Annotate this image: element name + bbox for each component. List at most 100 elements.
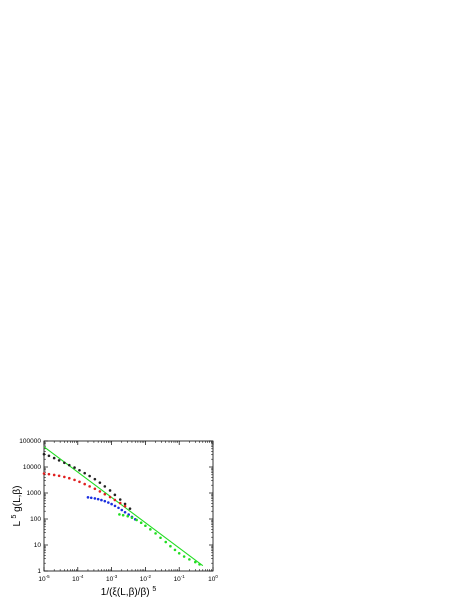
y-tick-label: 1	[37, 568, 41, 575]
data-point	[47, 472, 51, 476]
data-point	[52, 473, 56, 477]
x-tick-mantissa: 10	[72, 576, 80, 583]
plot-frame	[43, 440, 214, 572]
x-axis: 10-5 10-4 10-3 10-2 10-1 100	[38, 441, 218, 583]
y-axis-label-sup: 5	[11, 515, 18, 519]
plot-area-border	[43, 440, 214, 572]
x-axis-label-sup: 5	[152, 586, 156, 593]
x-tick-exponent: -4	[79, 574, 83, 579]
data-point	[98, 490, 102, 493]
x-axis-label-main: 1/(ξ(L,β)/β)	[101, 587, 150, 598]
data-point	[118, 498, 122, 501]
data-point	[83, 482, 86, 486]
data-point	[194, 560, 197, 564]
data-point	[177, 551, 181, 555]
x-tick-exponent: -3	[113, 574, 117, 579]
data-point	[63, 461, 66, 465]
data-point	[86, 496, 90, 499]
data-point	[120, 508, 124, 512]
x-tick-mantissa: 10	[38, 576, 46, 583]
data-point	[188, 558, 191, 561]
data-point	[67, 476, 71, 480]
data-point	[98, 481, 102, 484]
data-point	[144, 524, 147, 528]
x-tick-label: 10-1	[174, 574, 186, 583]
data-point	[103, 492, 107, 496]
series-0	[42, 452, 132, 510]
data-point	[78, 468, 81, 472]
data-point	[113, 498, 117, 502]
data-point	[73, 466, 76, 469]
data-point	[128, 507, 132, 510]
series-1	[42, 472, 127, 508]
data-point	[149, 528, 152, 531]
data-point	[108, 489, 112, 492]
data-point	[52, 456, 56, 460]
fit-line	[43, 446, 204, 567]
data-point	[139, 521, 143, 525]
data-point	[103, 485, 107, 488]
data-point	[63, 475, 66, 479]
data-point	[135, 518, 138, 522]
x-tick-exponent: -5	[46, 574, 50, 579]
x-tick-mantissa: 10	[174, 576, 182, 583]
x-tick-mantissa: 10	[106, 576, 114, 583]
data-series	[42, 452, 201, 566]
y-tick-label: 10000	[23, 464, 41, 471]
data-point	[123, 502, 127, 506]
x-tick-label: 10-4	[72, 574, 84, 583]
data-point	[88, 474, 91, 478]
data-point	[107, 501, 110, 504]
data-point	[96, 497, 100, 501]
data-point	[159, 536, 162, 540]
data-point	[78, 480, 81, 484]
x-tick-label: 10-2	[140, 574, 152, 583]
x-tick-mantissa: 10	[208, 576, 216, 583]
y-axis-label-pre: L	[12, 521, 23, 527]
data-point	[42, 452, 46, 456]
data-point	[93, 487, 97, 491]
data-point	[182, 555, 186, 558]
y-tick-label: 100	[30, 516, 41, 523]
data-point	[93, 497, 97, 500]
data-point	[83, 471, 86, 475]
data-point	[103, 499, 107, 503]
series-2	[86, 496, 137, 521]
data-point	[121, 513, 125, 517]
data-point	[164, 540, 168, 544]
data-point	[130, 516, 134, 520]
data-point	[67, 463, 71, 467]
x-tick-exponent: 0	[215, 574, 218, 579]
fit-lines	[43, 446, 204, 567]
data-point	[154, 532, 157, 535]
data-point	[42, 472, 46, 475]
data-point	[47, 454, 51, 458]
y-tick-label: 10	[34, 542, 42, 549]
y-axis-label: L 5 g(L,β)	[8, 486, 23, 527]
y-axis-label-post: g(L,β)	[12, 486, 23, 512]
data-point	[117, 506, 120, 510]
y-axis: 1 10 100 1000 10000 100000	[19, 438, 213, 575]
data-point	[113, 504, 117, 508]
data-point	[118, 501, 122, 505]
x-tick-exponent: -2	[147, 574, 151, 579]
data-point	[169, 544, 172, 548]
x-axis-label: 1/(ξ(L,β)/β) 5	[101, 586, 157, 598]
y-tick-label: 100000	[19, 438, 41, 445]
x-tick-label: 10-3	[106, 574, 118, 583]
data-point	[88, 485, 91, 488]
data-point	[123, 510, 127, 514]
x-tick-label: 100	[208, 574, 218, 583]
series-3	[118, 513, 201, 566]
data-point	[73, 478, 76, 482]
x-tick-label: 10-5	[38, 574, 50, 583]
data-point	[93, 477, 97, 481]
y-tick-label: 1000	[27, 490, 42, 497]
data-point	[198, 563, 201, 566]
data-point	[57, 474, 61, 478]
data-point	[118, 513, 121, 516]
data-point	[89, 496, 93, 500]
data-point	[110, 502, 113, 506]
data-point	[173, 548, 177, 552]
